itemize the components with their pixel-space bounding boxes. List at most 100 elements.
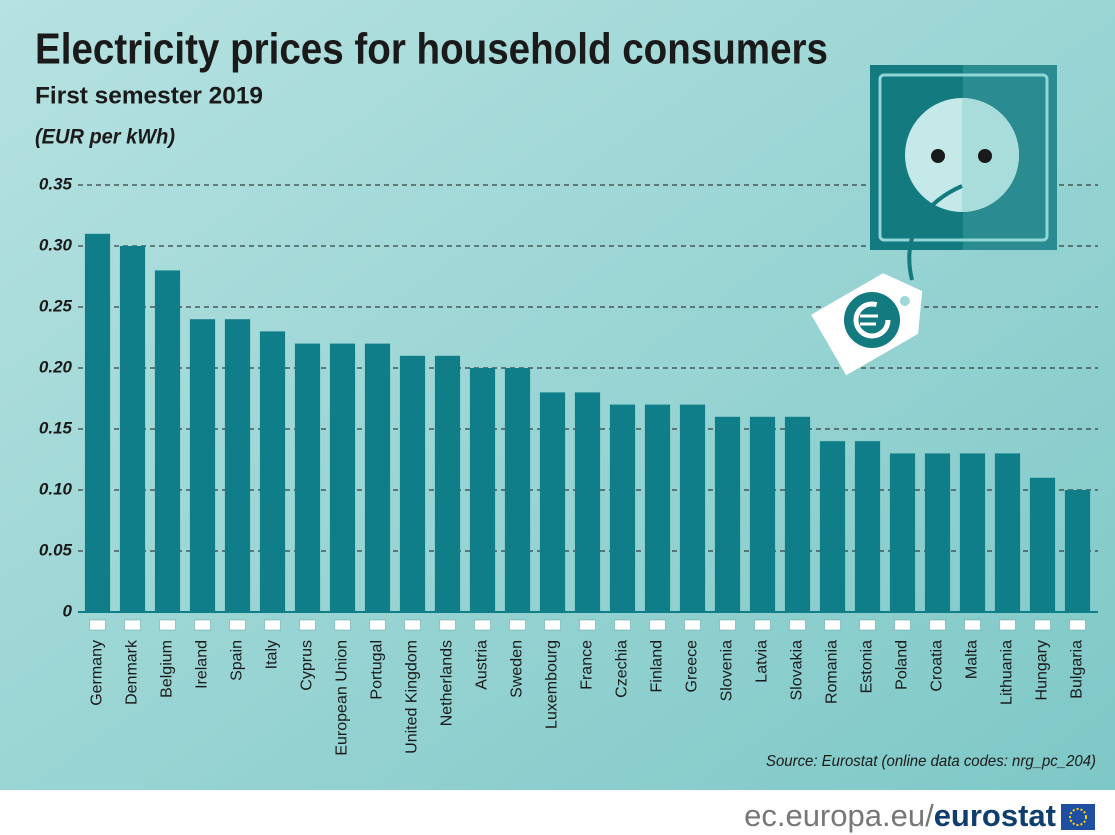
y-tick-label: 0.35 [39, 174, 73, 193]
flag-icon [859, 619, 876, 631]
flag-icon [719, 619, 736, 631]
x-tick-label: European Union [334, 640, 351, 756]
socket-hole [931, 149, 945, 163]
x-tick-label: Slovakia [789, 640, 806, 701]
source-note: Source: Eurostat (online data codes: nrg… [766, 753, 1096, 770]
bar [749, 416, 776, 612]
y-tick-label: 0.15 [39, 418, 73, 437]
bar [994, 453, 1021, 612]
socket-frame [878, 73, 1049, 242]
bars: Germany Denmark Belgium Ireland Spain Italy Cy… [84, 233, 1091, 756]
bar [924, 453, 951, 612]
bar [469, 368, 496, 612]
flag-icon [929, 619, 946, 631]
x-tick-label: Belgium [159, 640, 176, 698]
bar [294, 343, 321, 612]
bar [1064, 490, 1091, 612]
flag-icon [789, 619, 806, 631]
y-tick-label: 0.30 [39, 235, 73, 254]
footer-site: ec.europa.eu/ [744, 798, 934, 833]
flag-icon [334, 619, 351, 631]
x-tick-label: Denmark [124, 639, 141, 705]
bar [504, 368, 531, 612]
x-tick-label: Hungary [1034, 640, 1051, 700]
bar [644, 404, 671, 612]
bar [399, 355, 426, 612]
eu-flag [1061, 804, 1095, 830]
x-tick-label: Portugal [369, 640, 386, 700]
bar [329, 343, 356, 612]
bar [889, 453, 916, 612]
bar [434, 355, 461, 612]
x-tick-label: Malta [964, 640, 981, 679]
bar [819, 441, 846, 612]
flag-icon [544, 619, 561, 631]
bar [259, 331, 286, 612]
bar [609, 404, 636, 612]
y-axis-label: (EUR per kWh) [35, 126, 175, 149]
flag-icon [509, 619, 526, 631]
footer-brand: eurostat [934, 798, 1056, 833]
bar [539, 392, 566, 612]
flag-icon [824, 619, 841, 631]
flag-icon [754, 619, 771, 631]
bar [224, 319, 251, 612]
eu-stars [1069, 808, 1087, 826]
flag-icon [89, 619, 106, 631]
tag-hole [899, 296, 910, 306]
flag-icon [649, 619, 666, 631]
x-tick-label: Croatia [929, 640, 946, 692]
flag-icon [1034, 619, 1051, 631]
flag-icon [369, 619, 386, 631]
euro-badge [844, 292, 900, 348]
x-tick-label: Finland [649, 640, 666, 692]
flag-icon [194, 619, 211, 631]
flag-icon [474, 619, 491, 631]
chart-subtitle: First semester 2019 [35, 82, 263, 109]
flag-icon [264, 619, 281, 631]
x-tick-label: Cyprus [299, 640, 316, 691]
x-tick-label: Luxembourg [544, 640, 561, 729]
y-tick-label: 0.20 [39, 357, 73, 376]
y-tick-label: 0.25 [39, 296, 73, 315]
bar [119, 246, 146, 612]
x-tick-label: France [579, 640, 596, 690]
x-tick-label: Poland [894, 640, 911, 690]
plug-illustration [811, 65, 1057, 376]
bar [1029, 477, 1056, 612]
flag-icon [999, 619, 1016, 631]
flag-icon [684, 619, 701, 631]
flag-icon [614, 619, 631, 631]
euro-sign [853, 301, 891, 339]
flag-icon [404, 619, 421, 631]
bar [189, 319, 216, 612]
y-tick-label: 0.10 [39, 479, 73, 498]
x-tick-label: Germany [89, 640, 106, 706]
flag-icon [1069, 619, 1086, 631]
flag-icon [579, 619, 596, 631]
bar [84, 233, 111, 613]
bar [854, 441, 881, 612]
bar [679, 404, 706, 612]
y-tick-label: 0.05 [39, 540, 73, 559]
bar [714, 416, 741, 612]
chart-title: Electricity prices for household consume… [35, 25, 828, 74]
footer-band [0, 790, 1115, 835]
flag-icon [439, 619, 456, 631]
flag-icon [229, 619, 246, 631]
x-tick-label: Spain [229, 640, 246, 681]
x-tick-label: Greece [684, 640, 701, 693]
x-tick-label: Romania [824, 640, 841, 704]
x-tick-label: Slovenia [719, 640, 736, 701]
x-tick-label: Bulgaria [1069, 640, 1086, 699]
x-tick-label: Sweden [509, 640, 526, 698]
x-tick-label: Austria [474, 640, 491, 690]
x-tick-label: United Kingdom [404, 640, 421, 754]
x-tick-label: Italy [264, 640, 281, 669]
x-tick-label: Ireland [194, 640, 211, 689]
x-tick-label: Czechia [614, 640, 631, 698]
bar [959, 453, 986, 612]
x-tick-label: Netherlands [439, 640, 456, 726]
